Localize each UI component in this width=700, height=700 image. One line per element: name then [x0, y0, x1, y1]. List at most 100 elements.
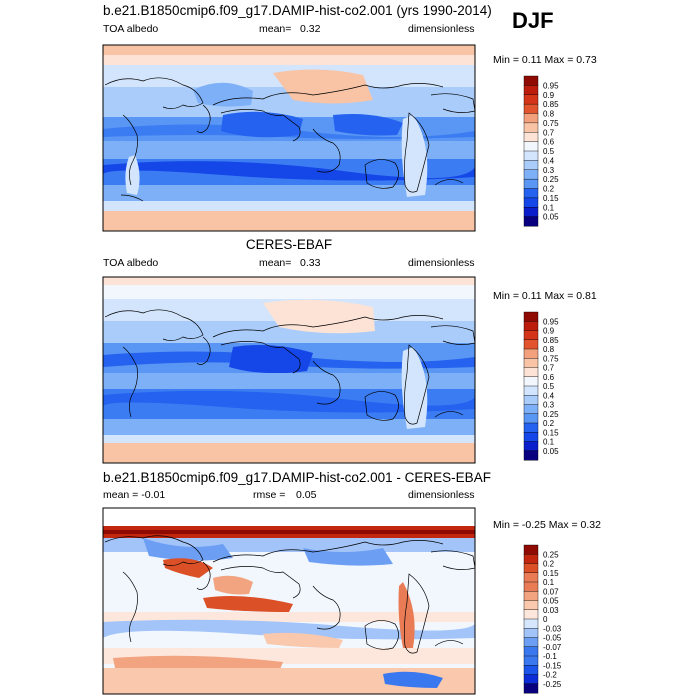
- colorbar-box: [523, 330, 539, 341]
- panel-3-minmax: Min = -0.25 Max = 0.32: [493, 519, 601, 531]
- colorbar-box: [523, 581, 539, 592]
- colorbar-box: [523, 160, 539, 171]
- colorbar-box: [523, 683, 539, 694]
- colorbar-box: [523, 395, 539, 406]
- colorbar-tick-label: 0.8: [543, 110, 555, 119]
- colorbar-tick-label: 0.2: [543, 185, 555, 194]
- colorbar-box: [523, 385, 539, 396]
- colorbar-tick-label: 0.8: [543, 345, 555, 354]
- panel-3-rmse-value: 0.05: [296, 489, 317, 501]
- map-frame: [102, 276, 476, 464]
- panel-2-variable: TOA albedo: [103, 257, 159, 269]
- colorbar-tick-label: 0.85: [543, 336, 559, 345]
- panel-1-mean-value: 0.32: [300, 23, 321, 35]
- colorbar-box: [523, 600, 539, 611]
- colorbar-box: [523, 450, 539, 461]
- panel-2-title: CERES-EBAF: [245, 237, 333, 252]
- panel-1-mean-label: mean=: [259, 23, 292, 35]
- colorbar-tick-label: 0.9: [543, 327, 555, 336]
- map-frame: [102, 507, 476, 695]
- colorbar-box: [523, 618, 539, 629]
- colorbar-tick-label: 0.5: [543, 382, 555, 391]
- colorbar-tick-label: 0.03: [543, 606, 559, 615]
- colorbar-tick-label: 0.15: [543, 569, 559, 578]
- colorbar-box: [523, 150, 539, 161]
- colorbar-box: [523, 339, 539, 350]
- panel-1-units: dimensionless: [408, 23, 475, 35]
- colorbar-box: [523, 563, 539, 574]
- colorbar-tick-label: -0.07: [543, 643, 562, 652]
- colorbar-tick-label: -0.05: [543, 634, 562, 643]
- colorbar-box: [523, 311, 539, 322]
- colorbar-tick-label: 0.1: [543, 438, 555, 447]
- colorbar-box: [523, 432, 539, 443]
- colorbar-tick-label: -0.1: [543, 652, 557, 661]
- colorbar-panel-2: 0.950.90.850.80.750.70.60.50.40.30.250.2…: [523, 311, 559, 461]
- colorbar-box: [523, 169, 539, 180]
- colorbar-tick-label: 0.4: [543, 156, 555, 165]
- panel-3-units: dimensionless: [408, 489, 475, 501]
- colorbar-box: [523, 94, 539, 105]
- colorbar-box: [523, 413, 539, 424]
- colorbar-tick-label: 0: [543, 615, 548, 624]
- colorbar-tick-label: -0.2: [543, 671, 557, 680]
- colorbar-box: [523, 207, 539, 218]
- colorbar-box: [523, 572, 539, 583]
- colorbar-box: [523, 628, 539, 639]
- colorbar-box: [523, 197, 539, 208]
- colorbar-box: [523, 75, 539, 86]
- colorbar-tick-label: 0.3: [543, 401, 555, 410]
- season-label: DJF: [512, 8, 554, 33]
- colorbar-box: [523, 609, 539, 620]
- colorbar-tick-label: -0.03: [543, 624, 562, 633]
- colorbar-tick-label: 0.1: [543, 578, 555, 587]
- panel-1-minmax: Min = 0.11 Max = 0.73: [493, 54, 597, 66]
- coastlines: [104, 309, 476, 425]
- panel-3-title: b.e21.B1850cmip6.f09_g17.DAMIP-hist-co2.…: [103, 470, 491, 485]
- panel-3-rmse-label: rmse =: [253, 489, 286, 501]
- colorbar-tick-label: 0.15: [543, 194, 559, 203]
- colorbar-box: [523, 655, 539, 666]
- coastlines: [104, 535, 476, 654]
- colorbar-tick-label: 0.1: [543, 203, 555, 212]
- colorbar-tick-label: 0.6: [543, 138, 555, 147]
- colorbar-box: [523, 321, 539, 332]
- colorbar-tick-label: 0.7: [543, 364, 555, 373]
- colorbar-tick-label: 0.05: [543, 213, 559, 222]
- colorbar-tick-label: 0.25: [543, 550, 559, 559]
- albedo-difference-field: [103, 508, 475, 694]
- colorbar-box: [523, 122, 539, 133]
- colorbar-tick-label: 0.07: [543, 587, 559, 596]
- colorbar-box: [523, 358, 539, 369]
- map-frame: [102, 44, 476, 232]
- colorbar-tick-label: 0.15: [543, 428, 559, 437]
- panel-2-units: dimensionless: [408, 257, 475, 269]
- colorbar-tick-label: 0.25: [543, 410, 559, 419]
- colorbar-panel-1: 0.950.90.850.80.750.70.60.50.40.30.250.2…: [523, 75, 559, 227]
- map-panel-2: [102, 276, 476, 464]
- colorbar-box: [523, 637, 539, 648]
- colorbar-tick-label: 0.05: [543, 597, 559, 606]
- colorbar-box: [523, 422, 539, 433]
- colorbar-box: [523, 113, 539, 124]
- colorbar-tick-label: -0.25: [543, 680, 562, 689]
- colorbar-tick-label: 0.3: [543, 166, 555, 175]
- colorbar-box: [523, 188, 539, 199]
- colorbar-box: [523, 348, 539, 359]
- colorbar-box: [523, 544, 539, 555]
- colorbar-box: [523, 132, 539, 143]
- panel-2-mean-value: 0.33: [300, 257, 321, 269]
- panel-2-minmax: Min = 0.11 Max = 0.81: [493, 290, 597, 302]
- panel-2-mean-label: mean=: [259, 257, 292, 269]
- colorbar-tick-label: 0.05: [543, 447, 559, 456]
- colorbar-box: [523, 141, 539, 152]
- colorbar-box: [523, 646, 539, 657]
- map-panel-3: [102, 507, 476, 695]
- colorbar-tick-label: 0.75: [543, 119, 559, 128]
- colorbar-tick-label: 0.85: [543, 100, 559, 109]
- albedo-field-model: [103, 45, 475, 231]
- colorbar-tick-label: 0.25: [543, 175, 559, 184]
- colorbar-tick-label: 0.95: [543, 81, 559, 90]
- colorbar-tick-label: 0.7: [543, 128, 555, 137]
